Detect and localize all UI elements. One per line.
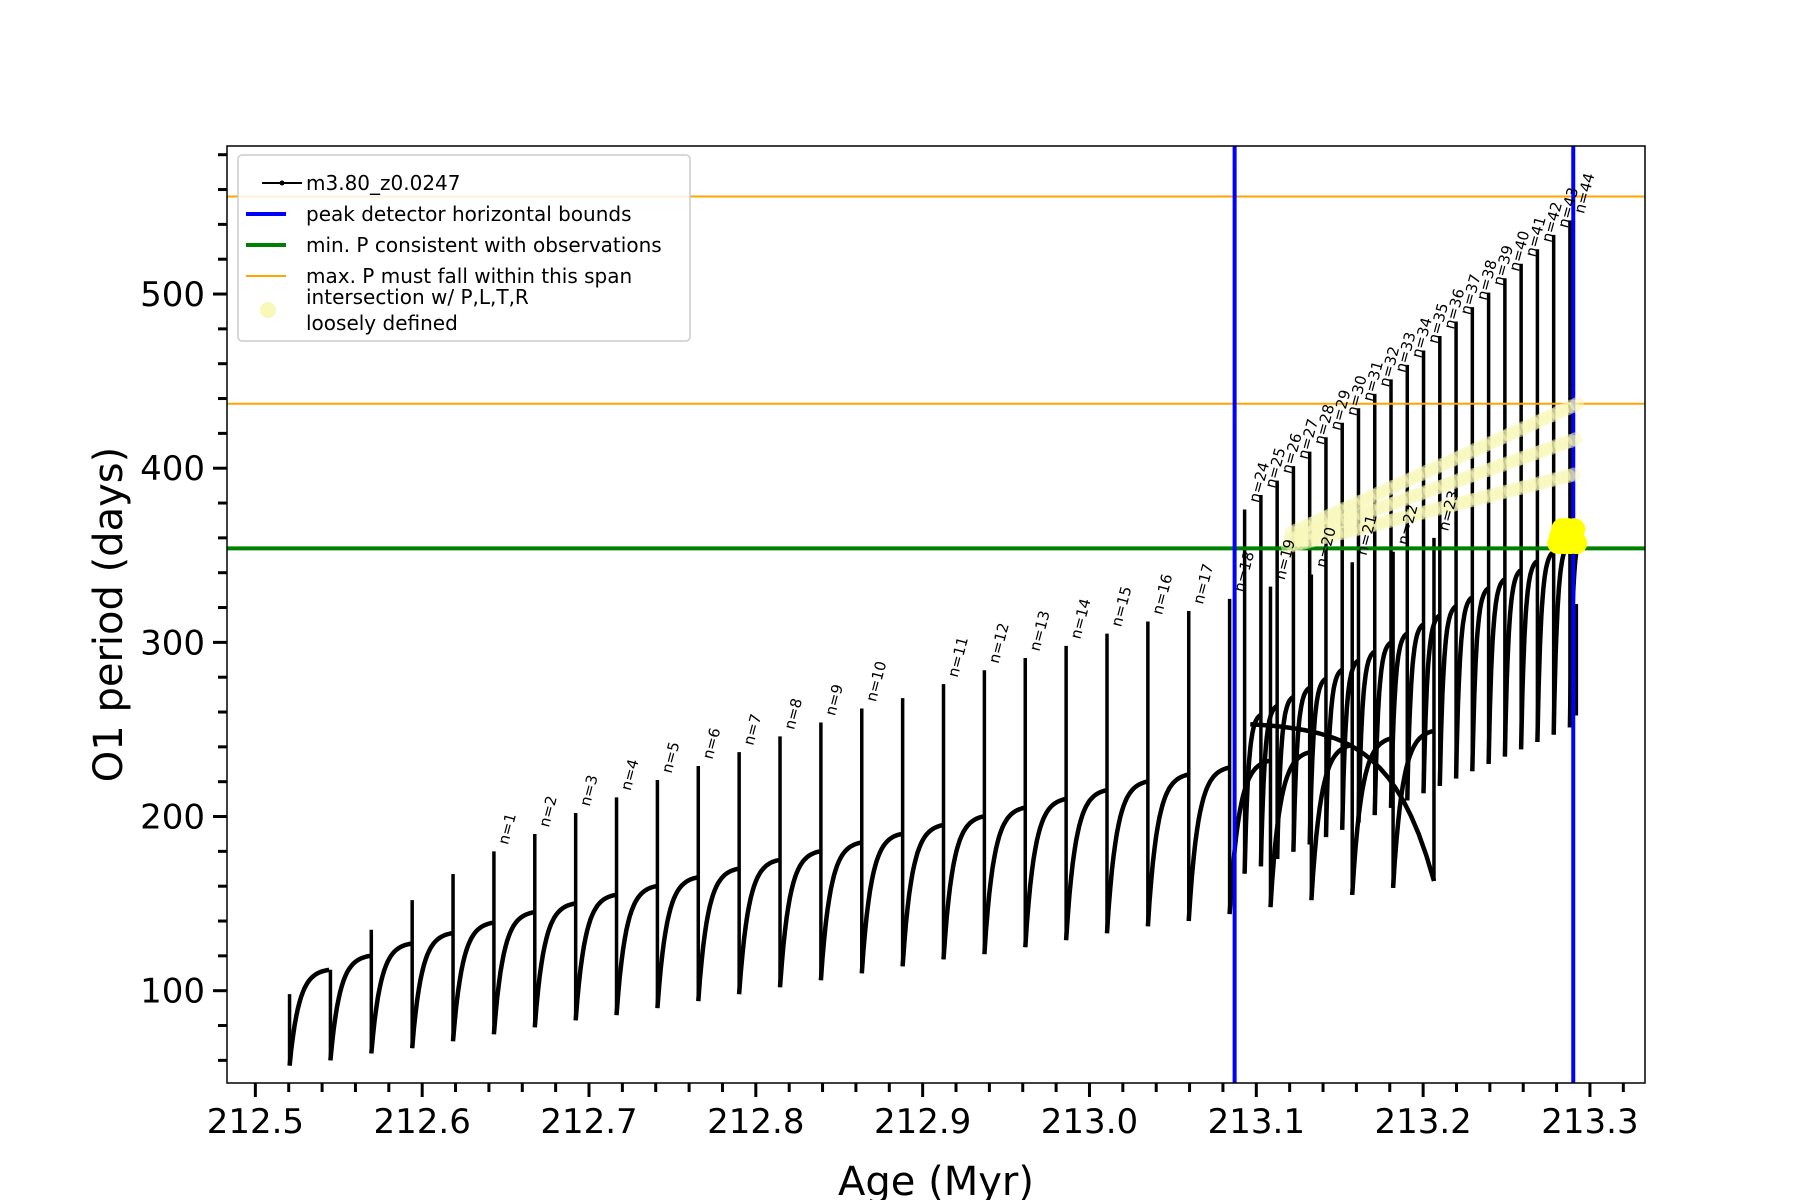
legend-dot-swatch [260,302,276,318]
pulse-recovery-curve [1323,668,1344,838]
intersection-marker-faint [1568,432,1583,447]
pulse-recovery-curve [1453,595,1474,779]
pulse-recovery-curve [818,840,862,981]
pulse-recovery-curve [1535,550,1555,743]
pulse-label: n=14 [1067,596,1095,640]
legend-marker [279,180,285,186]
pulse-recovery-curve [1063,788,1107,941]
pulse-recovery-curve [491,910,535,1035]
pulse-label: n=13 [1026,609,1054,653]
y-tick-label: 200 [140,798,205,838]
pulse-label: n=11 [944,635,972,679]
pulse-recovery-curve [1502,568,1523,757]
x-tick-label: 213.3 [1541,1102,1638,1142]
pulse-recovery-curve [1307,677,1327,845]
pulse-recovery-curve [287,967,330,1066]
legend-label: peak detector horizontal bounds [306,202,632,226]
pulse-label: n=9 [821,682,847,717]
pulse-recovery-curve [1470,586,1490,772]
legend-box [237,154,691,342]
pulse-recovery-curve [1486,577,1506,764]
pulse-recovery-curve [1023,796,1066,948]
x-tick-label: 212.8 [707,1102,804,1142]
pulse-recovery-curve [941,814,984,960]
plot-frame [226,145,1646,1084]
pulse-recovery-curve [1291,686,1311,852]
pulse-label: n=4 [617,757,643,792]
pulse-recovery-curve [982,805,1025,955]
x-tick-label: 213.0 [1041,1102,1138,1142]
x-tick-label: 212.5 [207,1102,304,1142]
pulse-recovery-curve [1145,772,1189,927]
pulse-label: n=8 [780,696,806,731]
pulse-label: n=6 [699,726,725,761]
x-tick-label: 212.9 [874,1102,971,1142]
intersection-marker [1565,532,1588,555]
pulse-recovery-curve [450,920,494,1042]
pulse-label: n=1 [494,811,520,846]
pulse-recovery-curve [532,901,575,1028]
legend-label: intersection w/ P,L,T,R [306,285,529,309]
legend-label: m3.80_z0.0247 [306,171,461,195]
pulse-recovery-curve [859,831,903,974]
y-tick-label: 400 [140,449,205,489]
pulse-recovery-curve [1274,695,1295,860]
pulse-recovery-curve [1242,713,1262,874]
x-tick-label: 212.7 [540,1102,637,1142]
pulse-label: n=2 [535,794,561,829]
x-axis-title: Age (Myr) [838,1159,1034,1200]
y-tick-label: 300 [140,623,205,663]
pulse-label: n=5 [658,740,684,775]
pulse-label: n=17 [1189,562,1217,606]
pulse-recovery-curve [614,884,657,1016]
pulse-label: n=16 [1148,572,1176,616]
y-tick-label: 500 [140,275,205,315]
pulse-label: n=3 [576,773,602,808]
pulse-recovery-curve [369,941,412,1054]
legend-label: loosely defined [306,311,458,335]
pulse-label: n=7 [740,712,766,747]
pulse-recovery-curve [696,866,739,1002]
pulse-recovery-curve [1339,658,1360,830]
y-tick-label: 100 [140,972,205,1012]
pulse-recovery-curve [1405,622,1425,801]
pulse-recovery-curve [1437,604,1457,786]
pulse-recovery-curve [1372,640,1392,816]
y-axis: 100 200 300 400 500 [140,153,227,1062]
legend-label: min. P consistent with observations [306,233,662,257]
pulse-recovery-curve [900,823,943,967]
x-axis: 212.5 212.6 212.7 212.8 212.9 213.0 213.1 213.2… [207,1083,1639,1142]
pulse-label: n=12 [985,621,1013,665]
pulse-recovery-curve [328,953,371,1061]
pulse-recovery-curve [1421,613,1441,794]
pulse-recovery-curve [655,875,698,1009]
pulse-recovery-curve [1356,649,1376,823]
pulse-recovery-curve [1258,704,1279,867]
x-tick-label: 213.2 [1374,1102,1471,1142]
pulse-recovery-curve [777,849,821,988]
pulse-recovery-curve [1104,779,1148,934]
pulse-recovery-curve [1186,765,1229,922]
pulse-label: n=10 [862,659,890,703]
pulse-recovery-curve [1551,541,1571,735]
pulse-recovery-curve [409,931,453,1049]
legend-label: max. P must fall within this span [306,264,632,288]
intersection-marker-faint [1569,397,1584,412]
pulse-label: n=15 [1107,584,1135,628]
series-layer [287,220,1584,1066]
x-tick-label: 212.6 [374,1102,471,1142]
pulse-recovery-curve [1518,559,1539,750]
x-tick-label: 213.1 [1208,1102,1305,1142]
intersection-marker-faint [1566,467,1581,482]
intersection-markers [1280,397,1588,555]
y-axis-title: O1 period (days) [86,447,132,782]
pulse-label: n=22 [1394,502,1422,546]
pulse-recovery-curve [736,857,780,995]
pulse-recovery-curve [1388,631,1409,808]
pulse-recovery-curve [573,892,616,1021]
